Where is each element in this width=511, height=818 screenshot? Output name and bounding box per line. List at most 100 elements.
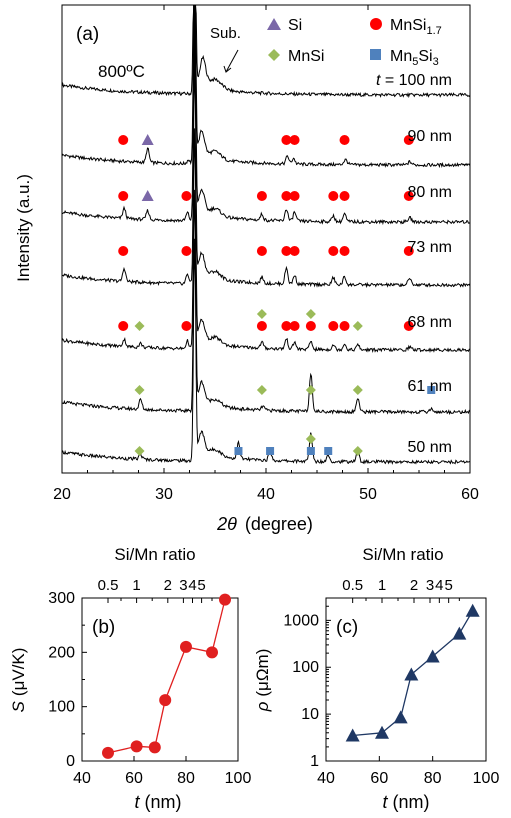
data-point bbox=[130, 740, 143, 753]
xrd-trace bbox=[61, 4, 471, 169]
phase-marker-mnsi17 bbox=[339, 135, 350, 145]
phase-marker-mn5si3 bbox=[306, 447, 315, 455]
y-tick-label: 0 bbox=[66, 753, 75, 770]
data-point bbox=[148, 741, 161, 754]
phase-marker-mnsi bbox=[352, 321, 363, 331]
phase-marker-mnsi17 bbox=[328, 321, 339, 331]
phase-marker-mnsi17 bbox=[289, 191, 300, 201]
phase-marker-mnsi17 bbox=[339, 246, 350, 256]
top-tick-label: 2 bbox=[164, 577, 172, 594]
phase-marker-mn5si3 bbox=[324, 447, 333, 455]
series-line bbox=[107, 599, 226, 754]
xrd-trace bbox=[61, 189, 471, 416]
y-tick-label: 100 bbox=[292, 659, 319, 676]
xrd-trace bbox=[61, 128, 471, 354]
phase-marker-mnsi17 bbox=[403, 321, 414, 331]
y-tick-label: 200 bbox=[48, 644, 75, 661]
top-tick-label: 0.5 bbox=[98, 577, 119, 594]
phase-marker-mnsi17 bbox=[181, 321, 192, 331]
data-point bbox=[404, 667, 419, 681]
y-tick-label: 100 bbox=[48, 699, 75, 716]
phase-marker-mnsi bbox=[134, 446, 145, 456]
x-tick-label: 60 bbox=[461, 486, 479, 503]
phase-marker-mnsi bbox=[256, 309, 267, 319]
phase-marker-mnsi17 bbox=[403, 135, 414, 145]
xrd-phase-markers bbox=[118, 134, 436, 456]
phase-marker-mnsi17 bbox=[289, 246, 300, 256]
y-tick-label: 10 bbox=[301, 706, 319, 723]
seebeck-y-axis-label: S(μV/K) bbox=[9, 648, 28, 713]
thickness-label: 50 nm bbox=[408, 439, 452, 456]
xrd-panel: t = 100 nm 90 nm 80 nm 73 nm 68 nm 61 nm 50 nm… bbox=[14, 4, 479, 534]
x-tick-label: 100 bbox=[225, 770, 252, 787]
xrd-trace bbox=[61, 4, 471, 99]
data-point bbox=[452, 626, 467, 640]
x-tick-label: 100 bbox=[473, 770, 500, 787]
top-tick-label: 5 bbox=[444, 577, 452, 594]
data-point bbox=[180, 640, 192, 653]
xrd-trace bbox=[61, 238, 471, 465]
phase-marker-mnsi17 bbox=[281, 321, 292, 331]
legend-mn5si3-label: Mn5Si3 bbox=[390, 48, 439, 68]
phase-marker-mnsi bbox=[134, 321, 145, 331]
top-tick-label: 5 bbox=[197, 577, 205, 594]
phase-marker-mn5si3 bbox=[266, 447, 275, 455]
thickness-label: 68 nm bbox=[408, 314, 452, 331]
x-tick-label: 80 bbox=[177, 770, 195, 787]
thickness-labels: t = 100 nm 90 nm 80 nm 73 nm 68 nm 61 nm 50 nm bbox=[376, 72, 452, 456]
resistivity-x-ticks: 40 60 80 100 bbox=[317, 756, 499, 787]
xrd-x-axis-label: 2θ (degree) bbox=[216, 514, 313, 534]
xrd-trace bbox=[62, 4, 471, 226]
seebeck-y-ticks: 0 100 200 300 bbox=[48, 590, 87, 770]
legend-si-marker bbox=[267, 18, 281, 30]
phase-marker-mnsi17 bbox=[181, 246, 192, 256]
phase-marker-mnsi17 bbox=[339, 321, 350, 331]
seebeck-top-ticks: 0.5 1 2 3 4 5 bbox=[98, 577, 213, 603]
y-tick-label: 1000 bbox=[283, 612, 319, 629]
phase-marker-mnsi17 bbox=[256, 191, 267, 201]
phase-marker-mnsi17 bbox=[328, 191, 339, 201]
legend-mnsi17-label: MnSi1.7 bbox=[390, 17, 442, 37]
x-tick-label: 40 bbox=[73, 770, 91, 787]
y-tick-label: 300 bbox=[48, 590, 75, 607]
phase-marker-mnsi17 bbox=[339, 191, 350, 201]
resistivity-series bbox=[345, 603, 480, 742]
x-tick-label: 40 bbox=[257, 486, 275, 503]
phase-marker-mn5si3 bbox=[427, 386, 436, 394]
phase-marker-si bbox=[141, 134, 154, 145]
x-tick-label: 40 bbox=[317, 770, 335, 787]
resistivity-top-axis-label: Si/Mn ratio bbox=[362, 545, 443, 564]
y-tick-label: 1 bbox=[310, 753, 319, 770]
phase-marker-mnsi bbox=[305, 385, 316, 395]
phase-marker-mnsi17 bbox=[328, 246, 339, 256]
x-tick-label: 60 bbox=[125, 770, 143, 787]
data-point bbox=[345, 728, 360, 742]
phase-marker-mn5si3 bbox=[234, 447, 243, 455]
top-tick-label: 3 bbox=[179, 577, 187, 594]
phase-marker-mnsi17 bbox=[281, 246, 292, 256]
thickness-label: 90 nm bbox=[408, 128, 452, 145]
data-point bbox=[425, 649, 440, 663]
phase-marker-mnsi17 bbox=[281, 191, 292, 201]
xrd-y-axis-label: Intensity (a.u.) bbox=[14, 174, 33, 282]
thickness-label: t = 100 nm bbox=[376, 72, 452, 89]
xrd-traces bbox=[61, 4, 471, 465]
seebeck-x-ticks: 40 60 80 100 bbox=[73, 756, 251, 787]
phase-marker-mnsi17 bbox=[118, 135, 129, 145]
phase-marker-mnsi bbox=[256, 385, 267, 395]
panel-b-label: (b) bbox=[92, 617, 115, 638]
phase-marker-mnsi17 bbox=[403, 246, 414, 256]
phase-marker-mnsi17 bbox=[181, 191, 192, 201]
thickness-label: 73 nm bbox=[408, 239, 452, 256]
temperature-label: 800ºC bbox=[98, 62, 145, 81]
phase-marker-mnsi17 bbox=[289, 321, 300, 331]
phase-marker-mnsi17 bbox=[118, 246, 129, 256]
x-tick-label: 60 bbox=[370, 770, 388, 787]
phase-marker-mnsi17 bbox=[256, 246, 267, 256]
phase-marker-mnsi bbox=[352, 446, 363, 456]
seebeck-panel: Si/Mn ratio 0.5 1 2 3 4 5 40 60 80 100 0 100 200 30… bbox=[9, 545, 251, 812]
phase-marker-mnsi bbox=[305, 434, 316, 444]
top-tick-label: 4 bbox=[435, 577, 443, 594]
substrate-arrow bbox=[225, 49, 239, 73]
phase-marker-mnsi bbox=[352, 385, 363, 395]
